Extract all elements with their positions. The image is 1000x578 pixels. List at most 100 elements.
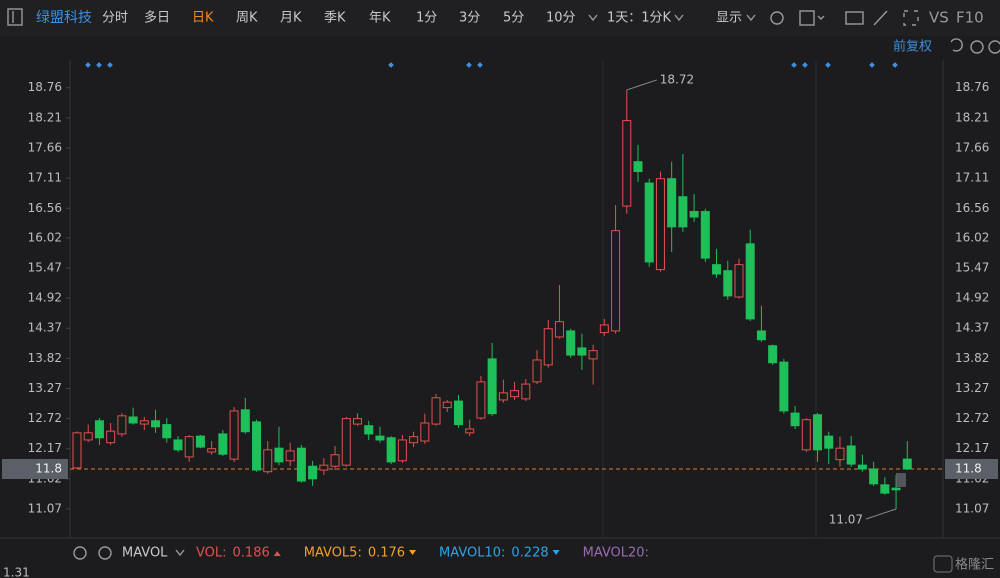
candle-body: [229, 410, 239, 460]
candle-body: [689, 211, 699, 218]
period[interactable]: 5分: [503, 11, 524, 26]
event-markers: [85, 62, 898, 68]
camera-icon[interactable]: [845, 11, 864, 25]
vs-button[interactable]: VS: [929, 9, 949, 27]
candle-body: [397, 439, 407, 462]
candle-body: [117, 415, 127, 435]
candle-body: [880, 484, 890, 494]
panel-icon[interactable]: [7, 8, 23, 26]
candle-body: [94, 420, 104, 439]
y-tick-label: 12.17: [28, 441, 62, 455]
period[interactable]: 多日: [144, 10, 170, 26]
candle-body: [308, 465, 318, 480]
price-tag-label: 11.8: [955, 461, 982, 475]
period[interactable]: 3分: [459, 11, 480, 26]
interval[interactable]: 1天：1分K: [607, 11, 672, 26]
y-tick-label-right: 12.72: [955, 411, 989, 425]
candle-body: [510, 390, 520, 398]
plus-icon[interactable]: [988, 40, 1000, 54]
candle-body: [678, 196, 688, 228]
period-active[interactable]: 日K: [192, 11, 214, 26]
fullscreen-icon[interactable]: [903, 10, 919, 26]
candle-body: [566, 330, 576, 356]
event-marker[interactable]: [869, 62, 875, 68]
event-marker[interactable]: [825, 62, 831, 68]
candle-body: [173, 439, 183, 451]
indicator-close[interactable]: [98, 546, 112, 560]
period[interactable]: 周K: [236, 11, 258, 26]
candle-body: [263, 449, 273, 473]
indicator-value: 0.186: [233, 546, 270, 561]
y-tick-label-right: 18.21: [955, 110, 989, 124]
y-tick-label-right: 17.66: [955, 140, 989, 154]
y-tick-label: 16.56: [28, 201, 62, 215]
candle-body: [375, 435, 385, 441]
minus-icon[interactable]: [970, 40, 984, 54]
candle-body: [813, 414, 823, 451]
y-tick-label-right: 17.11: [955, 171, 989, 185]
candle-body: [902, 458, 912, 470]
y-tick-label: 16.02: [28, 230, 62, 244]
price-tag: [945, 458, 998, 479]
indicator-value: 0.228: [511, 546, 548, 561]
y-tick-label: 13.27: [28, 381, 62, 395]
period[interactable]: 分时: [102, 11, 128, 26]
indicator-settings[interactable]: [73, 546, 87, 560]
candle-body: [162, 424, 172, 439]
y-tick-label-right: 11.07: [955, 501, 989, 515]
low-label: 11.07: [829, 512, 863, 526]
period[interactable]: 月K: [280, 11, 302, 26]
candle-body: [195, 435, 205, 448]
candle-body: [151, 420, 161, 428]
f10-button[interactable]: F10: [956, 9, 984, 27]
event-marker[interactable]: [892, 62, 898, 68]
candle-body: [252, 421, 262, 471]
adjust-mode[interactable]: 前复权: [893, 39, 932, 55]
period[interactable]: 1分: [416, 11, 437, 26]
event-marker[interactable]: [791, 62, 797, 68]
candle-body: [599, 324, 609, 334]
y-tick-label: 11.07: [28, 501, 62, 515]
candle-body: [364, 425, 374, 435]
y-tick-label-right: 14.37: [955, 321, 989, 335]
pencil-icon[interactable]: [873, 10, 888, 26]
candle-body: [420, 422, 430, 442]
event-marker[interactable]: [802, 62, 808, 68]
period[interactable]: 10分: [546, 11, 576, 26]
indicator-values: VOL: 0.186 MAVOL5: 0.176 MAVOL10: 0.228 MAVOL2…: [196, 546, 649, 561]
candle-body: [431, 397, 441, 425]
indicator-name[interactable]: MAVOL: [122, 546, 168, 561]
dropdown-arrow[interactable]: [175, 549, 185, 557]
y-tick-label: 18.21: [28, 110, 62, 124]
stock-name[interactable]: 绿盟科技: [36, 10, 92, 26]
display[interactable]: 显示: [716, 11, 742, 26]
y-tick-label: 14.92: [28, 291, 62, 305]
candle-body: [756, 330, 766, 341]
candle-body: [644, 182, 654, 263]
candle-body: [409, 436, 419, 444]
dropdown-arrow[interactable]: [674, 14, 684, 22]
dropdown-arrow[interactable]: [817, 15, 825, 20]
y-tick-label: 17.66: [28, 140, 62, 154]
undo-icon[interactable]: [950, 38, 963, 52]
candle-body: [498, 392, 508, 401]
candle-body: [700, 211, 710, 259]
candle-body: [128, 416, 138, 424]
candle-body: [139, 420, 149, 425]
y-tick-label-right: 13.27: [955, 381, 989, 395]
y-tick-label-right: 18.76: [955, 80, 989, 94]
settings-icon[interactable]: [770, 11, 784, 25]
candle-body: [353, 418, 362, 425]
candle-body: [611, 230, 621, 332]
dropdown-arrow[interactable]: [746, 14, 756, 22]
checkbox-icon[interactable]: [799, 10, 815, 26]
dropdown-arrow[interactable]: [588, 14, 598, 22]
y-tick-label: 14.37: [28, 321, 62, 335]
candle-body: [655, 178, 665, 271]
period[interactable]: 年K: [369, 11, 391, 26]
period[interactable]: 季K: [324, 11, 346, 26]
y-tick-label-right: 12.17: [955, 441, 989, 455]
